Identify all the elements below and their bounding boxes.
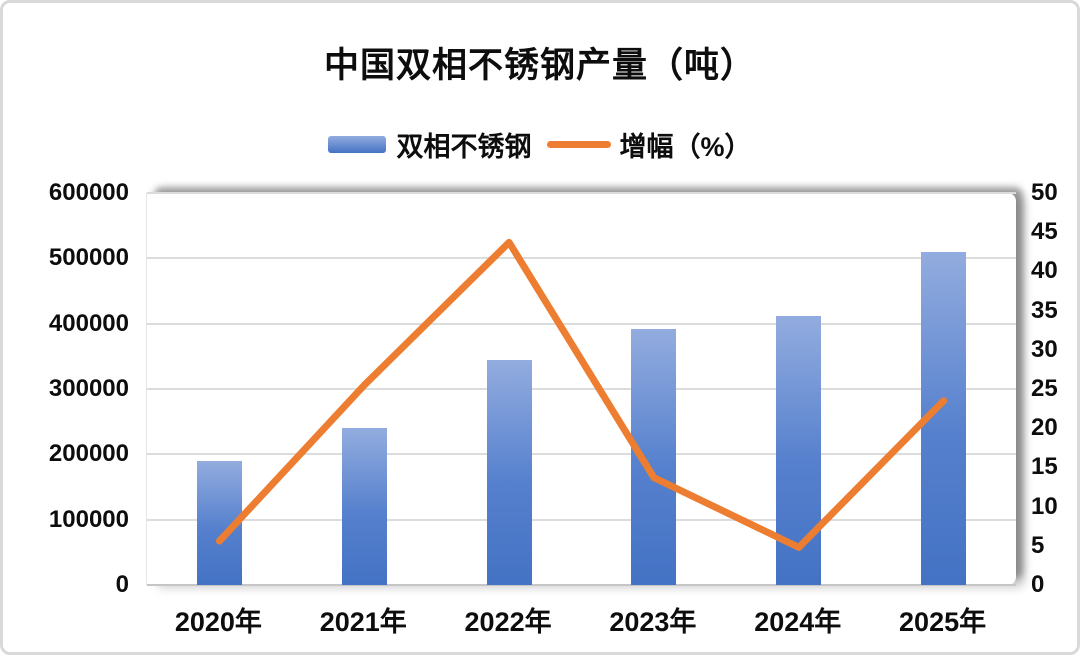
x-axis-label-2020年: 2020年	[174, 607, 262, 637]
y-axis-right-tick-label: 5	[1031, 531, 1045, 559]
y-axis-left-tick-label: 200000	[48, 440, 129, 468]
gridline	[147, 388, 1016, 390]
y-axis-right-tick-label: 30	[1031, 335, 1058, 363]
gridline	[147, 322, 1016, 325]
gridline	[147, 192, 1016, 194]
gridline	[147, 518, 1016, 521]
x-axis-label-2024年: 2024年	[754, 607, 842, 637]
legend-line-swatch-icon	[547, 141, 612, 148]
y-axis-right-tick-label: 20	[1031, 414, 1058, 442]
y-axis-left-tick-label: 0	[115, 571, 129, 598]
y-axis-left-tick-label: 400000	[48, 309, 129, 337]
y-axis-right-tick-label: 10	[1031, 492, 1058, 520]
y-axis-right-tick-label: 15	[1031, 453, 1058, 481]
y-axis-right-tick-label: 50	[1031, 179, 1058, 206]
x-axis-label-2025年: 2025年	[899, 607, 987, 637]
plot-area	[146, 192, 1016, 586]
y-axis-right-tick-label: 25	[1031, 375, 1058, 402]
x-axis-label-2023年: 2023年	[609, 607, 697, 637]
x-axis-label-2021年: 2021年	[319, 607, 407, 637]
y-axis-left-tick-label: 500000	[48, 244, 129, 272]
x-axis-label-2022年: 2022年	[464, 607, 552, 637]
legend: 双相不锈钢 增幅（%）	[3, 125, 1077, 164]
bar-2022年	[486, 359, 532, 585]
y-axis-right-tick-label: 35	[1031, 296, 1058, 324]
gridline	[147, 257, 1016, 260]
gridline	[147, 453, 1016, 456]
y-axis-right-tick-label: 40	[1031, 257, 1058, 285]
gridline	[147, 584, 1016, 586]
legend-bar-swatch-icon	[328, 136, 387, 153]
chart-title: 中国双相不锈钢产量（吨）	[323, 46, 756, 85]
legend-bar-label: 双相不锈钢	[396, 132, 532, 162]
legend-line-label: 增幅（%）	[619, 132, 752, 162]
y-axis-right-tick-label: 0	[1031, 571, 1045, 598]
y-axis-right-tick-label: 45	[1031, 218, 1058, 246]
y-axis-left-tick-label: 100000	[48, 505, 129, 533]
growth-line-series	[215, 238, 948, 551]
bar-2021年	[341, 428, 387, 585]
y-axis-left-tick-label: 300000	[48, 375, 129, 402]
y-axis-left-tick-label: 600000	[48, 179, 129, 206]
